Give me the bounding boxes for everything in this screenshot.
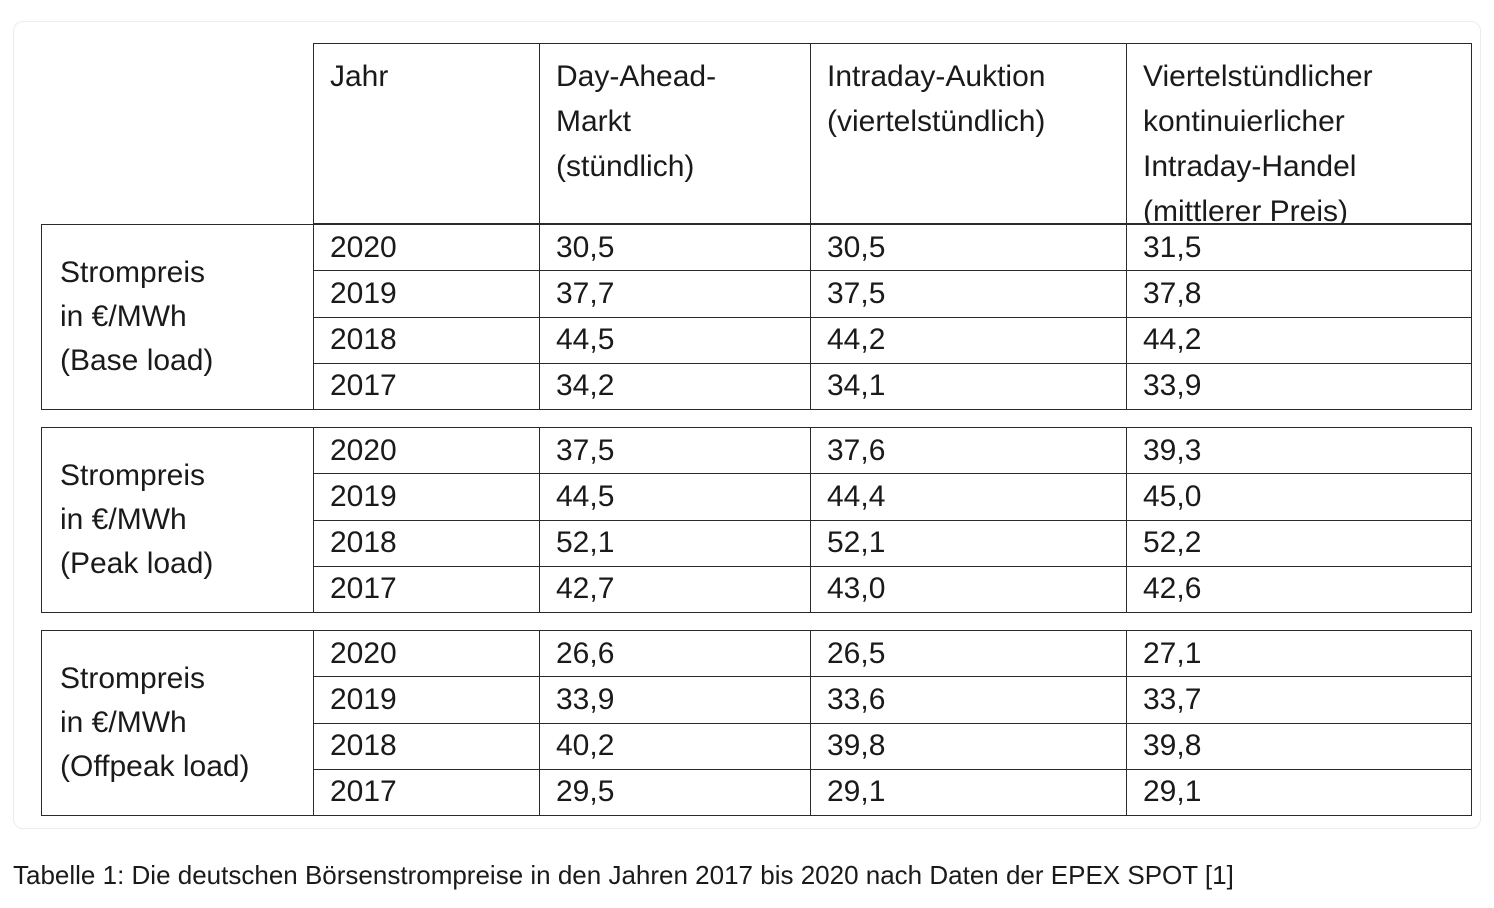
group-offpeak-load: Strompreis in €/MWh (Offpeak load) 2020 … [41,630,1472,816]
table-row: 2019 33,9 33,6 33,7 [314,676,1471,723]
cell-year: 2018 [330,323,397,357]
cell-intraday-auction: 37,6 [810,428,1126,474]
table-row: 2019 37,7 37,5 37,8 [314,270,1471,317]
cell-day-ahead: 33,9 [539,677,810,723]
cell-year: 2020 [330,433,397,467]
table-row: 2017 29,5 29,1 29,1 [314,768,1471,815]
cell-intraday-auction: 26,5 [810,631,1126,677]
cell-continuous-intraday: 45,0 [1126,474,1471,520]
table-caption: Tabelle 1: Die deutschen Börsenstromprei… [13,860,1234,890]
cell-continuous-intraday: 39,8 [1126,723,1471,769]
table-row: 2020 37,5 37,6 39,3 [314,428,1471,474]
table-row: 2018 40,2 39,8 39,8 [314,722,1471,769]
table-card [13,21,1481,829]
table-row: 2017 42,7 43,0 42,6 [314,565,1471,612]
cell-continuous-intraday: 37,8 [1126,271,1471,317]
cell-day-ahead: 26,6 [539,631,810,677]
cell-intraday-auction: 44,4 [810,474,1126,520]
cell-continuous-intraday: 29,1 [1126,769,1471,815]
group-label: Strompreis in €/MWh (Peak load) [42,428,314,612]
cell-year: 2020 [330,230,397,264]
cell-continuous-intraday: 52,2 [1126,520,1471,566]
header-day-ahead: Day-Ahead- Markt (stündlich) [539,44,810,223]
cell-year: 2019 [330,276,397,310]
cell-day-ahead: 37,5 [539,428,810,474]
cell-day-ahead: 44,5 [539,474,810,520]
table-row: 2018 52,1 52,1 52,2 [314,519,1471,566]
cell-intraday-auction: 44,2 [810,317,1126,363]
cell-day-ahead: 34,2 [539,363,810,409]
group-base-load: Strompreis in €/MWh (Base load) 2020 30,… [41,224,1472,410]
header-year: Jahr [330,60,389,93]
cell-year: 2018 [330,729,397,763]
cell-intraday-auction: 30,5 [810,225,1126,271]
cell-intraday-auction: 29,1 [810,769,1126,815]
header-continuous-intraday: Viertelstündlicher kontinuierlicher Intr… [1126,44,1471,223]
cell-intraday-auction: 37,5 [810,271,1126,317]
cell-intraday-auction: 52,1 [810,520,1126,566]
cell-year: 2017 [330,572,397,606]
cell-year: 2020 [330,636,397,670]
cell-intraday-auction: 43,0 [810,566,1126,612]
cell-intraday-auction: 33,6 [810,677,1126,723]
cell-day-ahead: 30,5 [539,225,810,271]
table-row: 2020 26,6 26,5 27,1 [314,631,1471,677]
cell-intraday-auction: 34,1 [810,363,1126,409]
cell-year: 2019 [330,682,397,716]
cell-continuous-intraday: 33,7 [1126,677,1471,723]
table-header: Jahr Day-Ahead- Markt (stündlich) Intrad… [313,43,1472,224]
cell-day-ahead: 42,7 [539,566,810,612]
table-row: 2019 44,5 44,4 45,0 [314,473,1471,520]
cell-year: 2019 [330,479,397,513]
header-intraday-auction: Intraday-Auktion (viertelstündlich) [810,44,1126,223]
cell-continuous-intraday: 42,6 [1126,566,1471,612]
group-label: Strompreis in €/MWh (Offpeak load) [42,631,314,815]
table-row: 2017 34,2 34,1 33,9 [314,362,1471,409]
cell-continuous-intraday: 33,9 [1126,363,1471,409]
cell-continuous-intraday: 44,2 [1126,317,1471,363]
group-peak-load: Strompreis in €/MWh (Peak load) 2020 37,… [41,427,1472,613]
cell-year: 2017 [330,369,397,403]
group-label: Strompreis in €/MWh (Base load) [42,225,314,409]
cell-continuous-intraday: 31,5 [1126,225,1471,271]
cell-day-ahead: 37,7 [539,271,810,317]
table-row: 2020 30,5 30,5 31,5 [314,225,1471,271]
cell-day-ahead: 29,5 [539,769,810,815]
cell-day-ahead: 40,2 [539,723,810,769]
cell-year: 2017 [330,775,397,809]
cell-continuous-intraday: 27,1 [1126,631,1471,677]
cell-day-ahead: 52,1 [539,520,810,566]
table-row: 2018 44,5 44,2 44,2 [314,316,1471,363]
cell-continuous-intraday: 39,3 [1126,428,1471,474]
cell-day-ahead: 44,5 [539,317,810,363]
cell-year: 2018 [330,526,397,560]
cell-intraday-auction: 39,8 [810,723,1126,769]
